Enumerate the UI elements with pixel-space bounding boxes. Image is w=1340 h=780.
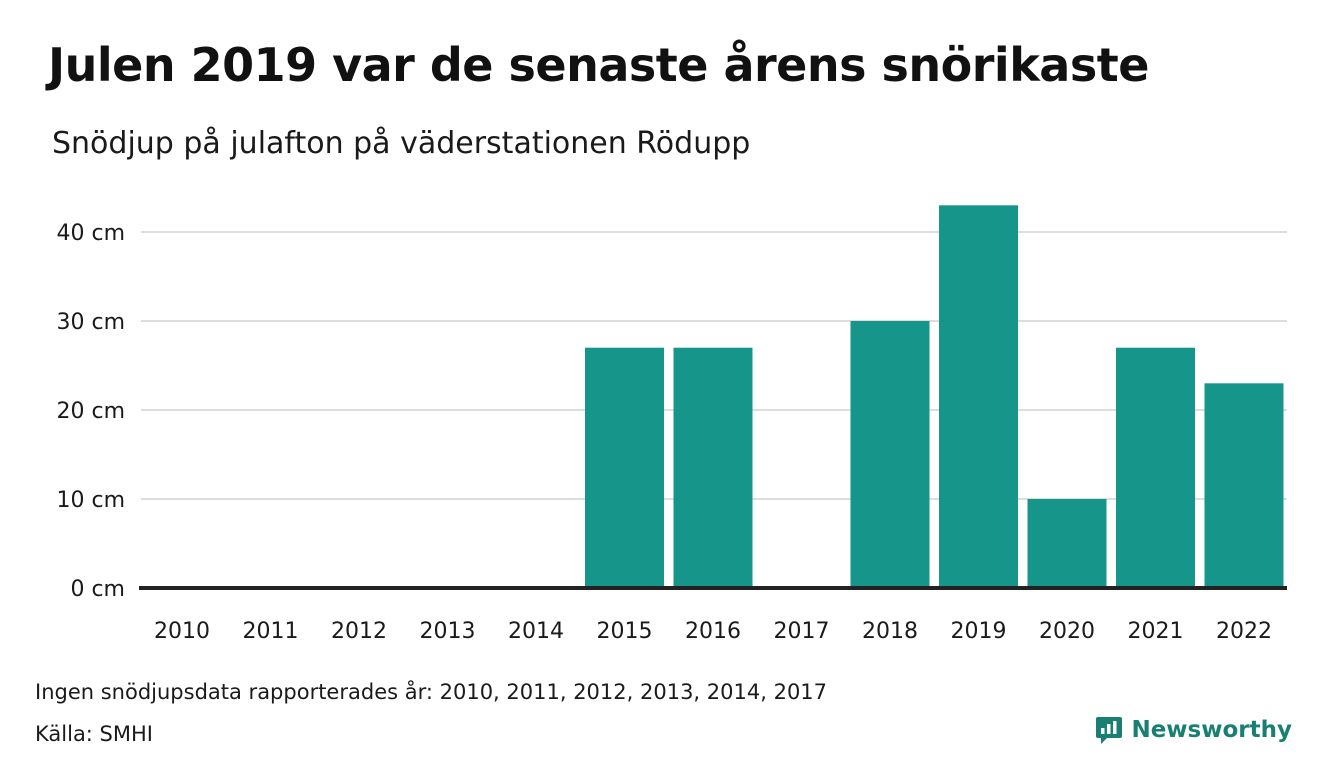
chart-subtitle: Snödjup på julafton på väderstationen Rö… <box>52 126 751 161</box>
brand-logo: Newsworthy <box>1095 715 1292 745</box>
y-tick-label: 30 cm <box>56 310 125 335</box>
x-tick-label-2013: 2013 <box>420 619 476 644</box>
x-axis-tick-labels: 2010 2011 2012 2013 2014 2015 2016 2017 2018 2019… <box>154 619 1272 644</box>
x-tick-label-2012: 2012 <box>331 619 387 644</box>
footnote-missing-data: Ingen snödjupsdata rapporterades år: 201… <box>35 680 828 704</box>
bar-2021 <box>1116 347 1195 588</box>
x-tick-label-2014: 2014 <box>508 619 564 644</box>
source-note: Källa: SMHI <box>35 722 153 746</box>
y-tick-label: 20 cm <box>56 399 125 424</box>
x-tick-label-2011: 2011 <box>243 619 299 644</box>
bar-2022 <box>1204 383 1284 588</box>
bars <box>585 205 1284 589</box>
y-axis-tick-labels: 0 cm 10 cm 20 cm 30 cm 40 cm <box>56 221 125 602</box>
x-tick-label-2010: 2010 <box>154 619 210 644</box>
bar-2018 <box>850 321 930 588</box>
x-tick-label-2016: 2016 <box>685 619 741 644</box>
bar-2015 <box>585 347 664 588</box>
x-tick-label-2018: 2018 <box>862 619 918 644</box>
brand-name: Newsworthy <box>1131 717 1292 743</box>
bar-2019 <box>939 205 1018 589</box>
bar-2020 <box>1027 499 1107 588</box>
y-tick-label: 10 cm <box>56 488 125 513</box>
x-tick-label-2019: 2019 <box>951 619 1007 644</box>
x-tick-label-2020: 2020 <box>1039 619 1095 644</box>
y-tick-label: 0 cm <box>70 577 125 602</box>
newsworthy-logo-icon <box>1096 717 1123 744</box>
x-tick-label-2017: 2017 <box>774 619 830 644</box>
chart-title: Julen 2019 var de senaste årens snörikas… <box>48 38 1149 92</box>
y-tick-label: 40 cm <box>56 221 125 246</box>
x-tick-label-2015: 2015 <box>597 619 653 644</box>
x-tick-label-2021: 2021 <box>1128 619 1184 644</box>
x-tick-label-2022: 2022 <box>1216 619 1272 644</box>
bar-2016 <box>673 347 753 588</box>
